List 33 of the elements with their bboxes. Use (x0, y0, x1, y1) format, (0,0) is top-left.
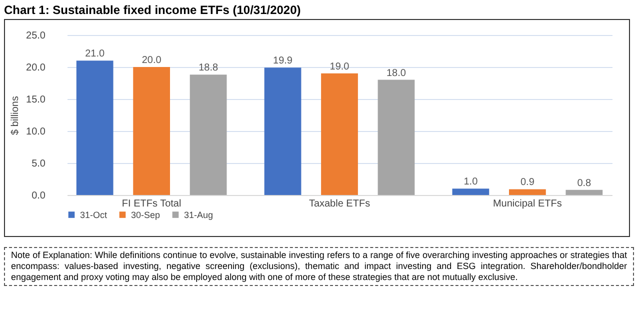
bar (264, 68, 302, 195)
y-tick-label: 20.0 (26, 62, 46, 74)
data-label: 20.0 (142, 55, 162, 66)
data-label: 19.0 (330, 61, 350, 72)
x-tick-label: Taxable ETFs (308, 198, 370, 210)
y-tick-label: 25.0 (26, 30, 46, 42)
data-label: 18.8 (198, 62, 218, 74)
bar (133, 67, 170, 195)
x-tick-label: Municipal ETFs (492, 198, 562, 210)
y-tick-label: 5.0 (32, 158, 46, 170)
y-axis-title: $ billions (10, 96, 22, 135)
legend-label: 30-Sep (131, 210, 160, 220)
y-tick-label: 10.0 (26, 126, 46, 138)
data-label: 21.0 (85, 48, 105, 60)
bar (566, 190, 603, 195)
bar (508, 189, 546, 195)
data-label: 0.9 (520, 177, 535, 188)
bar (76, 60, 114, 195)
bar (321, 73, 358, 195)
data-label: 19.9 (273, 56, 293, 67)
data-label: 0.8 (577, 178, 592, 189)
legend-label: 31-Aug (184, 210, 214, 220)
chart-title: Chart 1: Sustainable fixed income ETFs (10/31/2020) (4, 3, 302, 17)
data-label: 18.0 (386, 68, 406, 79)
legend-label: 31-Oct (80, 210, 108, 220)
y-tick-label: 15.0 (26, 94, 46, 106)
text: Note of Explanation: While definitions continue to evolve, sustainable investing refers to a range of five overarching investing approaches or strategies that encompass: values-based investing, negative screening (exclusions), thematic and impact investing and ESG integration. Shareholder/bondholder engagement and proxy voting may also be employed along with one of more of these strategies that are not mutually exclusive. (4, 247, 634, 286)
data-label: 1.0 (464, 176, 478, 188)
bar (452, 188, 490, 195)
x-tick-label: FI ETFs Total (122, 198, 182, 210)
bar (378, 80, 415, 195)
y-tick-label: 0.0 (32, 190, 46, 202)
bar (190, 74, 227, 195)
